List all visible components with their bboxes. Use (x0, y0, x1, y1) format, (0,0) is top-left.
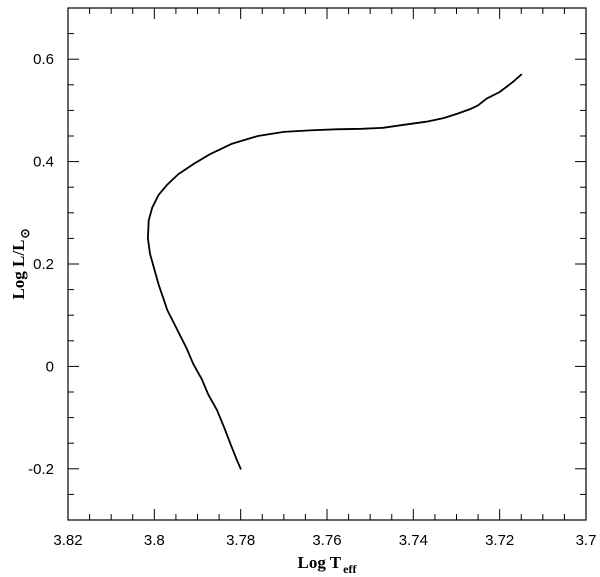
y-axis-title-main: Log L/L (9, 240, 28, 300)
y-axis-title: Log L/L ⊙ (9, 228, 32, 299)
axis-ticks (67, 7, 587, 521)
x-axis-title-main: Log T (298, 553, 342, 572)
y-tick-label: 0.6 (33, 51, 54, 68)
x-tick-label: 3.8 (144, 532, 165, 549)
y-tick-labels: -0.2 0 0.2 0.4 0.6 (28, 51, 54, 478)
y-tick-label: 0 (46, 358, 54, 375)
x-tick-label: 3.7 (576, 532, 597, 549)
y-tick-label: 0.2 (33, 256, 54, 273)
x-tick-label: 3.74 (399, 532, 428, 549)
x-tick-label: 3.76 (312, 532, 341, 549)
x-tick-label: 3.78 (226, 532, 255, 549)
evolutionary-track-line (147, 73, 523, 470)
y-tick-label: 0.4 (33, 154, 54, 171)
y-tick-label: -0.2 (28, 461, 54, 478)
x-tick-label: 3.72 (485, 532, 514, 549)
x-axis-title-sub: eff (343, 562, 357, 576)
y-axis-title-sub: ⊙ (18, 228, 32, 238)
x-tick-labels: 3.82 3.8 3.78 3.76 3.74 3.72 3.7 (53, 532, 596, 549)
x-tick-label: 3.82 (53, 532, 82, 549)
